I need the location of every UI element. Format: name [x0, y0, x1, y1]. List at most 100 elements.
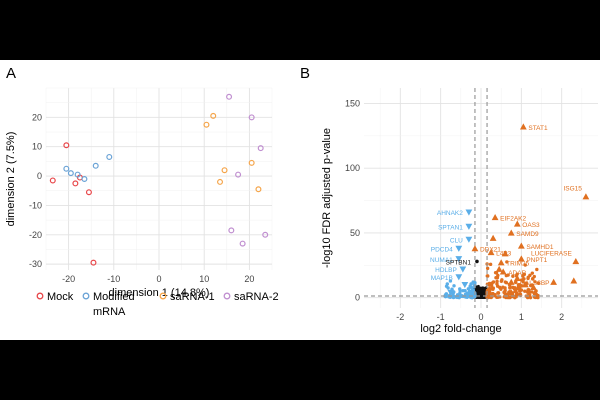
y-tick-label-b: 0: [355, 293, 360, 303]
point-up-triangle: [530, 283, 537, 291]
point-mock: [90, 259, 97, 266]
point-up: [514, 288, 518, 292]
point-down: [470, 289, 474, 294]
point-down: [444, 284, 449, 289]
point-sarna-1: [203, 121, 210, 128]
point-mock: [63, 142, 70, 149]
legend-marker-sarna-1: [159, 292, 167, 300]
gene-label-map1b: MAP1B: [431, 275, 453, 282]
gene-label-sptan1: SPTAN1: [438, 224, 463, 231]
point-down-triangle: [461, 281, 469, 289]
x-tick-label-a: 0: [156, 274, 161, 284]
point-up: [495, 284, 500, 288]
gene-point-samhd1: [517, 242, 525, 249]
point-up: [500, 278, 504, 282]
gene-point-lgals3bp: [507, 278, 515, 285]
panel-a: A -20 -10 0 10 20 -30 -20 -10 0 10 20 dimension 1 (1…: [5, 65, 279, 318]
x-tick-label-b: -2: [396, 312, 404, 322]
gene-point-luciferase: [572, 258, 580, 265]
point-down-triangle: [447, 289, 455, 296]
point-up-triangle: [521, 281, 529, 288]
legend-marker-sarna-2: [223, 292, 231, 300]
gene-label-l4p3: L4P3: [496, 250, 512, 257]
y-axis-label-a: dimension 2 (7.5%): [5, 132, 17, 227]
point-up: [521, 280, 525, 284]
gene-label-stat1: STAT1: [528, 125, 548, 132]
gene-label-samd9: SAMD9: [516, 231, 539, 238]
point-up: [531, 277, 535, 281]
x-tick-label-b: 1: [519, 312, 524, 322]
point-up: [496, 291, 501, 295]
point-up: [516, 283, 521, 287]
point-up: [523, 289, 527, 293]
point-up: [532, 274, 536, 279]
legend-marker-mock: [36, 292, 44, 300]
point-modified-mrna: [92, 162, 99, 169]
point-up: [496, 273, 500, 278]
point-down: [469, 295, 473, 300]
x-tick-label-a: -10: [107, 274, 120, 284]
gene-label-lgals3bp: LGALS3BP: [516, 280, 549, 287]
x-tick-label-b: 2: [559, 312, 564, 322]
panel-label-a: A: [6, 65, 16, 82]
x-tick-label-b: -1: [437, 312, 445, 322]
gene-label-luciferase: LUCIFERASE: [531, 250, 572, 257]
y-axis-label-b: -log10 FDR adjusted p-value: [321, 128, 333, 268]
point-modified-mrna: [81, 175, 88, 182]
point-sarna-1: [255, 186, 262, 193]
point-up-triangle: [570, 277, 578, 284]
x-tick-label-a: 10: [199, 274, 209, 284]
y-tick-label-a: 0: [37, 171, 42, 181]
gene-label-pdcd4: PDCD4: [431, 246, 453, 253]
point-up: [499, 287, 503, 291]
panel-b: B -2 -1 0 1 2 0 50 100 150 log2 fold-change -log10 …: [300, 65, 598, 335]
y-tick-label-a: -20: [29, 230, 42, 240]
point-ns: [482, 291, 486, 295]
point-sarna-2: [239, 240, 246, 247]
point-sarna-2: [262, 231, 269, 238]
x-axis-label-a: dimension 1 (14.8%): [109, 287, 210, 299]
point-down: [466, 287, 471, 291]
figure: A -20 -10 0 10 20 -30 -20 -10 0 10 20 dimension 1 (1…: [0, 60, 600, 340]
point-up: [506, 273, 510, 277]
gene-point-isg15: [582, 193, 590, 200]
gene-label-eif2ak2: EIF2AK2: [500, 215, 526, 222]
point-up-triangle: [501, 250, 509, 257]
point-up: [517, 286, 522, 290]
point-up: [495, 279, 499, 284]
point-up: [522, 272, 527, 277]
gene-point-clu: [465, 236, 473, 243]
y-tick-label-b: 50: [350, 228, 360, 238]
x-tick-label-a: -20: [62, 274, 75, 284]
gene-point-ddx21: [471, 245, 479, 252]
gene-label-clu: CLU: [450, 237, 463, 244]
gene-point-numa1: [455, 256, 463, 263]
point-up: [485, 266, 490, 271]
point-up: [488, 262, 493, 267]
point-sarna-2: [248, 114, 255, 121]
point-up: [508, 295, 512, 299]
point-up: [491, 286, 496, 290]
gene-label-ahnak2: AHNAK2: [437, 210, 463, 217]
gene-point-eif2ak2: [491, 214, 499, 221]
point-up: [521, 277, 526, 281]
y-tick-label-a: 20: [32, 112, 42, 122]
gene-point-stat1: [519, 123, 527, 130]
y-tick-label-a: -10: [29, 200, 42, 210]
point-sarna-2: [226, 93, 233, 100]
point-down: [463, 288, 467, 293]
gene-point-ahnak2: [465, 209, 473, 216]
point-mock: [49, 177, 56, 184]
point-up-triangle: [550, 278, 558, 285]
x-tick-label-a: 20: [244, 274, 254, 284]
gene-label-oas3: OAS3: [522, 222, 540, 229]
gene-point-adar: [499, 268, 507, 275]
point-up: [505, 260, 509, 264]
legend-label-modified-mrna: Modified: [93, 291, 135, 303]
point-modified-mrna: [63, 165, 70, 172]
x-tick-label-b: 0: [478, 312, 483, 322]
point-up: [514, 295, 518, 299]
point-up: [535, 267, 539, 272]
point-up: [530, 271, 535, 275]
